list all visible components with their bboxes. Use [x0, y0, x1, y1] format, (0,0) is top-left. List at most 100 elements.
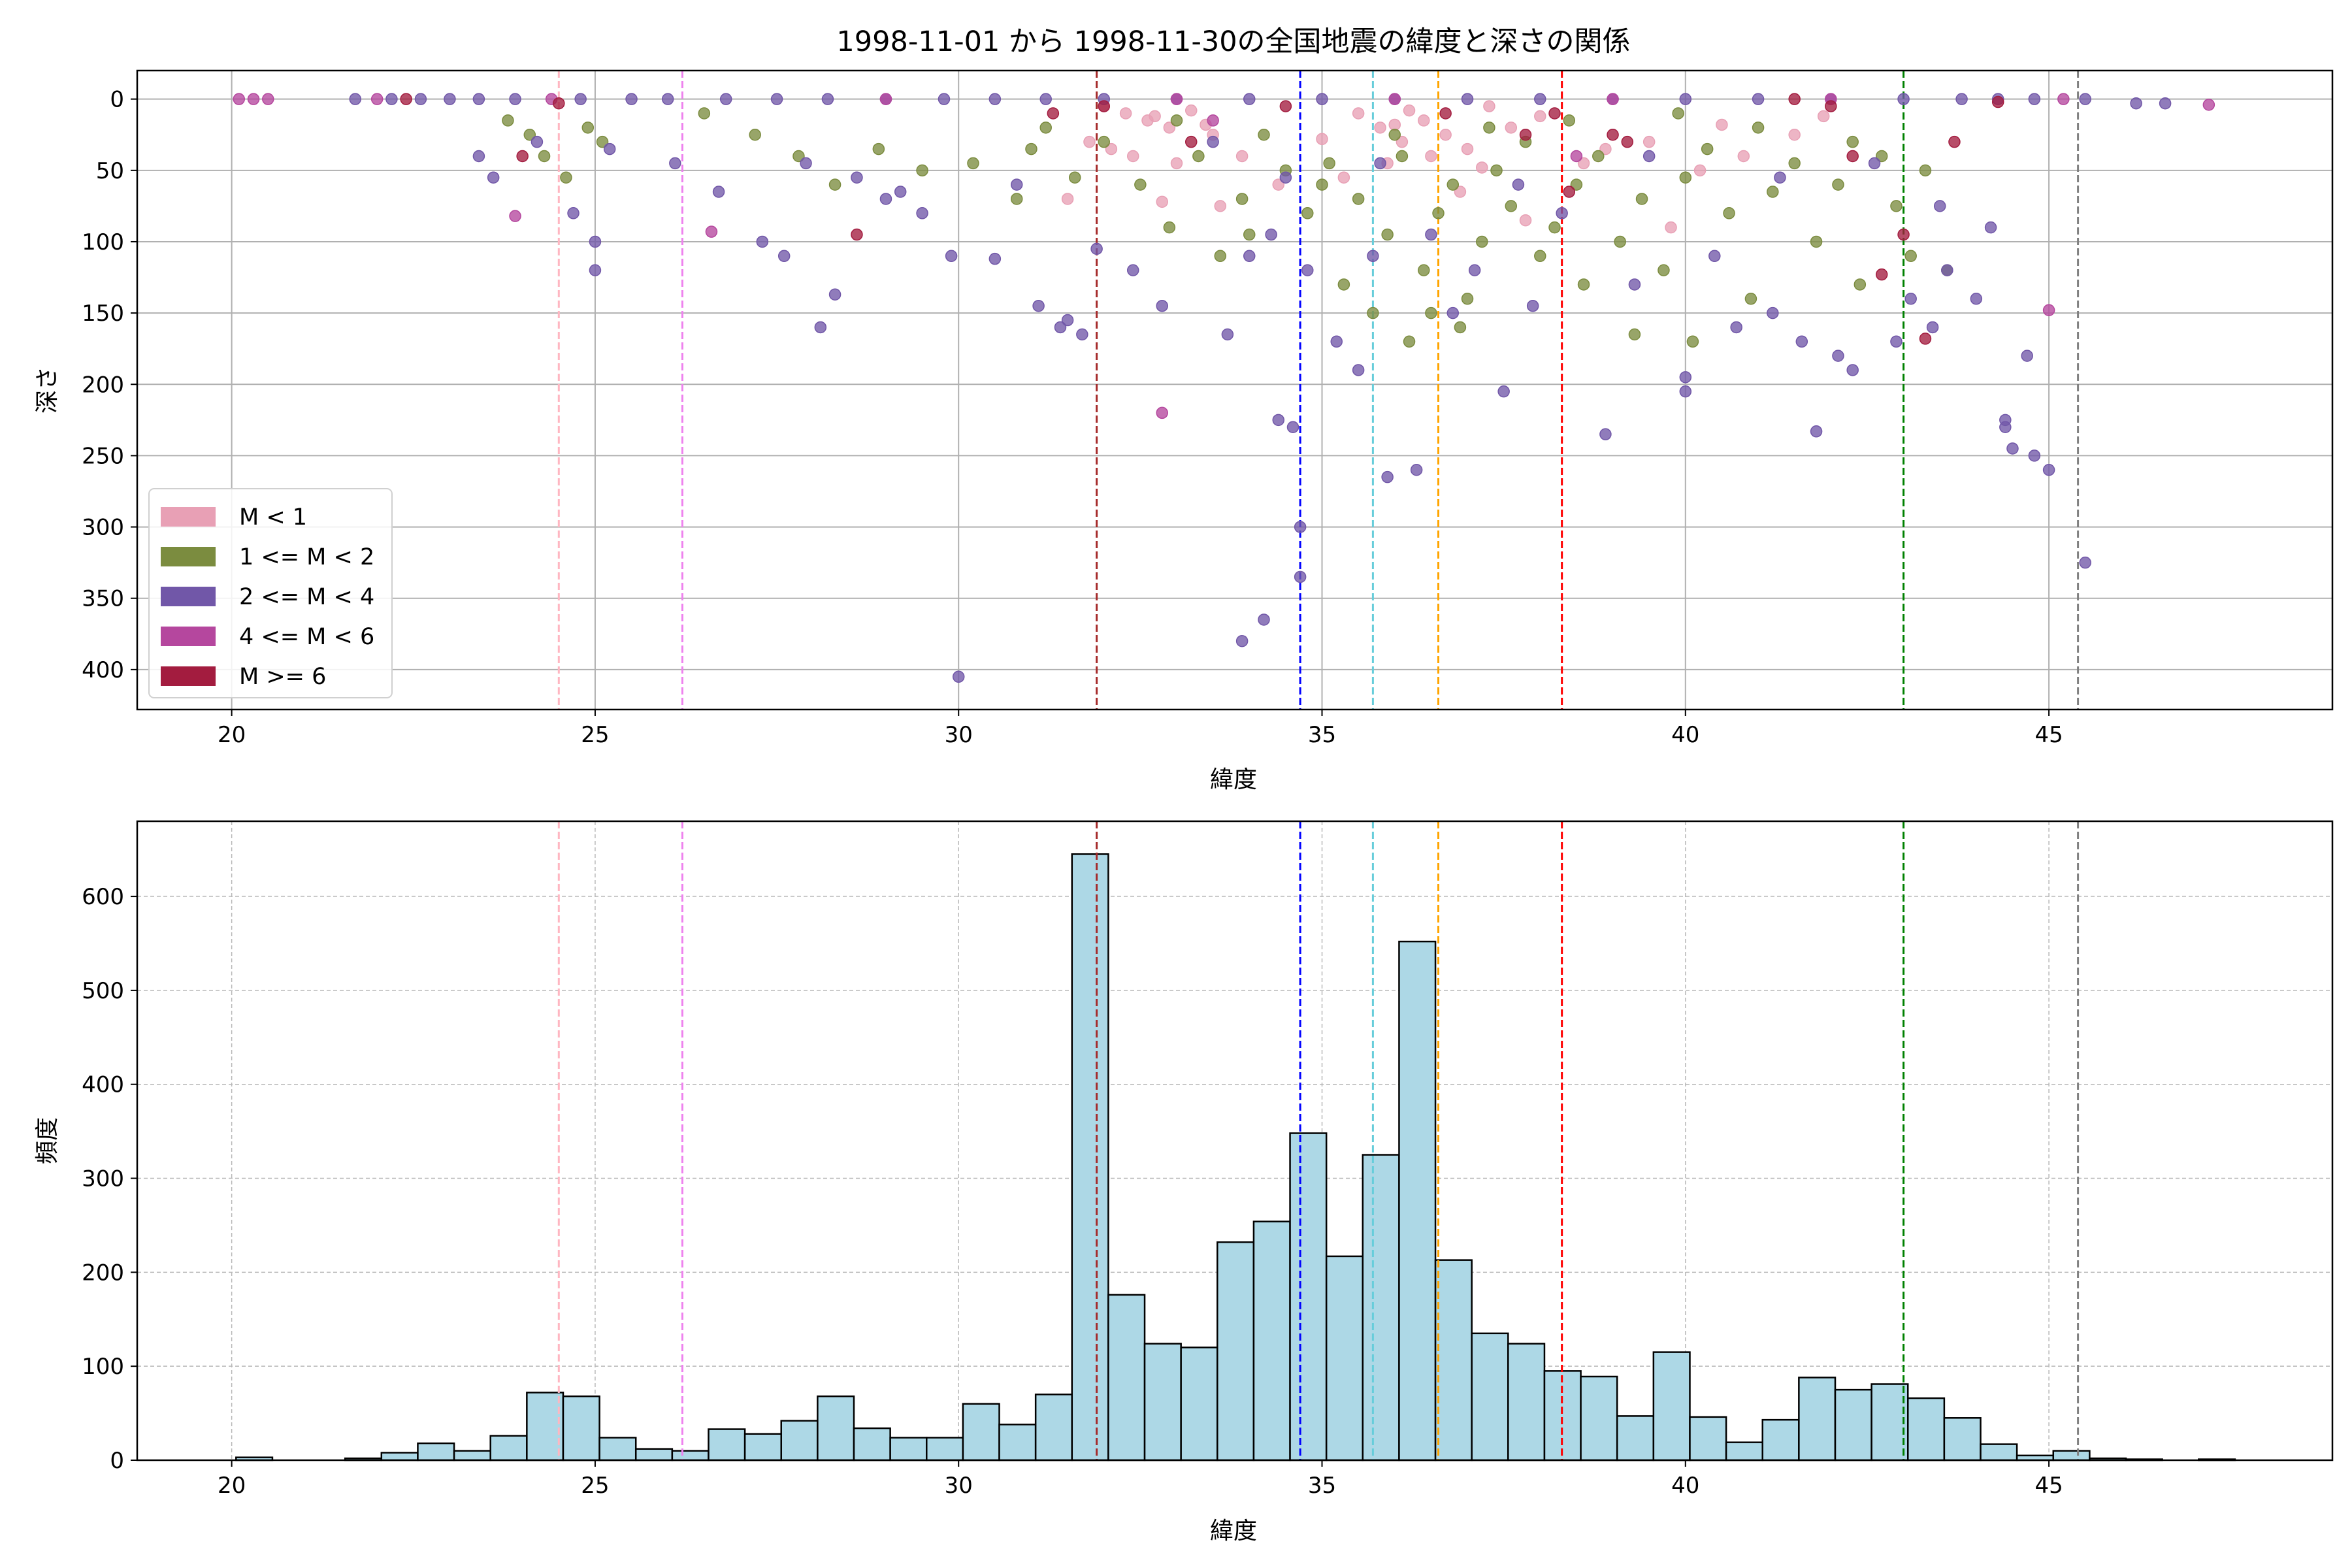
scatter-point	[1337, 171, 1350, 184]
scatter-point	[756, 235, 769, 248]
scatter-point	[1235, 193, 1249, 205]
histogram-bar	[1107, 1294, 1146, 1462]
scatter-point	[1788, 128, 1801, 141]
histogram-bar	[1471, 1332, 1509, 1462]
legend-label: 1 <= M < 2	[239, 544, 374, 570]
scatter-point	[988, 93, 1002, 105]
scatter-y-tick-label: 50	[96, 158, 124, 184]
scatter-point	[1352, 364, 1365, 376]
scatter-point	[1519, 214, 1532, 227]
scatter-point	[1846, 135, 1859, 148]
scatter-point	[1577, 278, 1590, 291]
scatter-point	[2028, 449, 2041, 462]
scatter-point	[596, 135, 609, 148]
scatter-point	[777, 250, 791, 263]
histogram-bar	[2052, 1450, 2091, 1462]
histogram-bar	[1980, 1443, 2018, 1462]
histogram-bar	[817, 1395, 855, 1462]
histogram-bar	[489, 1435, 528, 1462]
scatter-point	[603, 142, 616, 155]
scatter-point	[1897, 228, 1910, 241]
histogram-bar	[1580, 1375, 1618, 1462]
scatter-point	[1221, 328, 1234, 341]
scatter-point	[1599, 142, 1612, 155]
scatter-point	[1425, 228, 1437, 241]
histogram-bar	[1362, 1154, 1400, 1462]
scatter-point	[1388, 93, 1401, 105]
scatter-point	[1439, 107, 1452, 120]
scatter-point	[1388, 128, 1401, 141]
scatter-point	[1505, 200, 1518, 212]
scatter-x-tick-label: 35	[1308, 722, 1336, 748]
scatter-point	[349, 93, 362, 105]
scatter-point	[1970, 293, 1983, 305]
scatter-x-tick-label: 20	[218, 722, 246, 748]
scatter-point	[872, 142, 885, 155]
scatter-point	[560, 171, 572, 184]
histogram-bar	[1325, 1255, 1364, 1462]
scatter-point	[2202, 99, 2215, 111]
scatter-point	[1846, 150, 1859, 163]
histogram-bar	[1252, 1220, 1291, 1462]
scatter-point	[1381, 228, 1394, 241]
scatter-point	[1752, 122, 1765, 134]
scatter-point	[1170, 157, 1183, 170]
scatter-point	[828, 288, 841, 301]
scatter-point	[1418, 114, 1430, 127]
scatter-series	[233, 93, 2215, 419]
scatter-point	[1090, 242, 1103, 255]
scatter-point	[749, 128, 761, 141]
scatter-point	[1904, 250, 1917, 263]
scatter-point	[1076, 328, 1088, 341]
scatter-point	[1425, 306, 1437, 319]
scatter-x-tick-label: 25	[581, 722, 609, 748]
histogram-reference-lines	[557, 821, 2080, 1460]
scatter-point	[1642, 135, 1656, 148]
scatter-point	[1432, 207, 1445, 220]
scatter-point	[1258, 613, 1270, 626]
legend-swatch	[161, 507, 216, 527]
scatter-point	[1672, 107, 1684, 120]
scatter-point	[1156, 406, 1168, 419]
scatter-point	[2021, 350, 2033, 362]
scatter-point	[1403, 335, 1416, 348]
scatter-point	[1010, 193, 1023, 205]
scatter-point	[1126, 150, 1139, 163]
scatter-point	[1134, 178, 1147, 191]
scatter-point	[1577, 157, 1590, 170]
scatter-point	[2159, 97, 2172, 110]
scatter-point	[1679, 171, 1692, 184]
scatter-point	[851, 228, 863, 241]
scatter-x-tick-label: 45	[2034, 722, 2063, 748]
legend-swatch	[161, 587, 216, 606]
scatter-point	[1396, 150, 1409, 163]
histogram-bar	[1034, 1394, 1073, 1462]
scatter-point	[1235, 150, 1249, 163]
scatter-point	[792, 150, 805, 163]
scatter-point	[1439, 128, 1452, 141]
scatter-point	[1999, 421, 2012, 434]
histogram-bar	[889, 1437, 928, 1462]
scatter-point	[1701, 142, 1714, 155]
scatter-point	[1352, 193, 1365, 205]
histogram-x-tick-label: 30	[945, 1473, 973, 1499]
histogram-bar	[1943, 1417, 1982, 1462]
scatter-point	[1418, 264, 1430, 276]
histogram-x-tick-label: 25	[581, 1473, 609, 1499]
histogram-bar	[526, 1392, 564, 1462]
scatter-point	[1526, 299, 1539, 312]
scatter-point	[1948, 135, 1961, 148]
scatter-x-ticks: 20 25 30 35 40 45	[218, 710, 2063, 748]
scatter-point	[1068, 171, 1081, 184]
scatter-point	[1294, 570, 1307, 583]
scatter-point	[938, 93, 951, 105]
scatter-point	[1767, 306, 1779, 319]
scatter-point	[1214, 250, 1226, 263]
scatter-point	[1483, 122, 1495, 134]
scatter-point	[1716, 118, 1728, 131]
histogram-bar	[671, 1450, 710, 1462]
scatter-point	[814, 321, 827, 334]
scatter-point	[1061, 314, 1074, 327]
scatter-point	[1286, 421, 1299, 434]
histogram-y-tick-label: 400	[82, 1072, 124, 1098]
